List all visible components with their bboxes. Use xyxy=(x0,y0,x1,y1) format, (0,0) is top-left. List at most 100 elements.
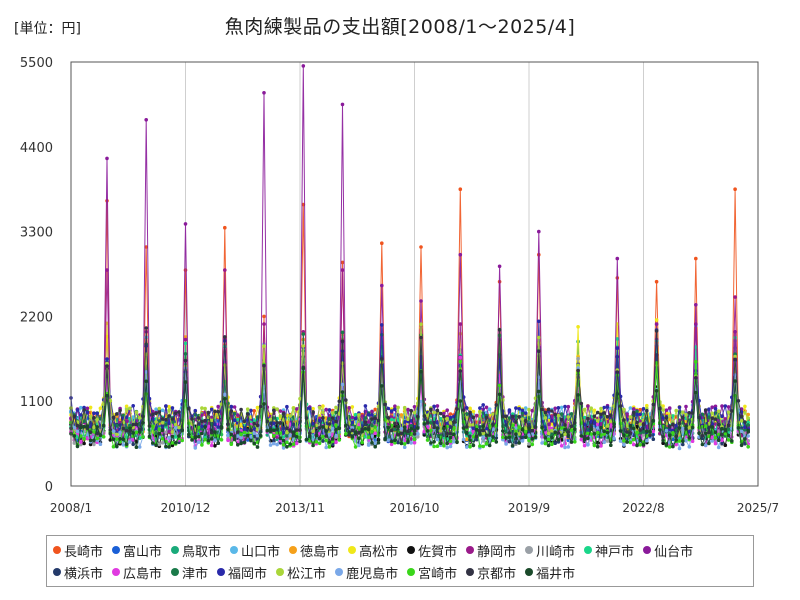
data-point xyxy=(419,335,423,340)
data-point xyxy=(602,440,606,445)
data-point xyxy=(579,434,584,438)
data-point xyxy=(635,412,639,417)
data-point xyxy=(357,430,361,435)
data-point xyxy=(635,443,639,448)
data-point xyxy=(183,222,188,226)
data-point xyxy=(380,241,384,245)
data-point xyxy=(370,413,374,417)
data-point xyxy=(651,429,656,434)
data-point xyxy=(324,429,329,433)
data-point xyxy=(223,268,227,272)
data-point xyxy=(167,421,171,426)
data-point xyxy=(671,444,675,449)
data-point xyxy=(383,402,387,407)
data-point xyxy=(262,322,266,326)
data-point xyxy=(151,441,155,445)
data-point xyxy=(448,431,453,436)
legend-marker xyxy=(53,546,61,554)
data-point xyxy=(681,426,685,431)
data-point xyxy=(281,442,286,447)
data-point xyxy=(285,404,289,409)
data-point xyxy=(92,442,96,447)
data-point xyxy=(144,118,148,122)
data-point xyxy=(350,428,355,433)
data-point xyxy=(615,256,620,261)
data-point xyxy=(334,405,338,410)
data-point xyxy=(586,416,590,421)
data-point xyxy=(556,431,561,435)
data-point xyxy=(448,421,453,425)
data-point xyxy=(452,426,456,431)
data-point xyxy=(452,420,456,424)
data-point xyxy=(487,424,492,428)
data-point xyxy=(252,431,256,435)
data-point xyxy=(645,438,649,443)
data-point xyxy=(713,407,718,411)
data-point xyxy=(327,408,332,412)
data-point xyxy=(291,430,296,434)
legend-marker xyxy=(407,568,416,576)
data-point xyxy=(471,426,476,430)
data-point xyxy=(151,424,155,429)
data-point xyxy=(592,414,597,419)
data-point xyxy=(124,426,129,430)
data-point xyxy=(546,407,551,412)
data-point xyxy=(592,431,597,436)
data-point xyxy=(455,407,459,411)
legend-item: 仙台市 xyxy=(643,539,693,561)
data-point xyxy=(285,440,289,445)
data-point xyxy=(720,414,724,419)
data-point xyxy=(419,299,423,303)
data-point xyxy=(605,405,610,409)
data-point xyxy=(530,442,535,447)
plot-frame xyxy=(70,61,759,487)
data-point xyxy=(262,344,266,348)
data-point xyxy=(520,408,525,413)
data-point xyxy=(360,429,365,434)
data-point xyxy=(448,425,453,429)
data-point xyxy=(134,430,139,435)
data-point xyxy=(209,437,214,441)
data-point xyxy=(635,409,639,414)
data-point xyxy=(687,429,692,434)
data-point xyxy=(609,443,613,448)
data-point xyxy=(684,424,688,429)
data-point xyxy=(733,357,737,362)
data-point xyxy=(249,438,253,443)
data-point xyxy=(311,429,315,434)
data-point xyxy=(105,361,109,366)
data-point xyxy=(681,410,685,415)
data-point xyxy=(82,437,86,441)
data-point xyxy=(167,429,171,434)
data-point xyxy=(177,434,181,438)
data-point xyxy=(576,393,580,397)
data-point xyxy=(128,406,132,411)
data-point xyxy=(497,327,502,332)
data-point xyxy=(507,435,512,440)
data-point xyxy=(340,330,345,335)
data-point xyxy=(733,379,737,383)
data-point xyxy=(272,408,276,413)
data-point xyxy=(115,444,119,449)
legend-item: 山口市 xyxy=(230,539,280,561)
data-point xyxy=(412,440,417,445)
data-point xyxy=(674,423,678,428)
data-point xyxy=(487,407,492,412)
data-point xyxy=(193,408,198,413)
data-point xyxy=(200,413,204,417)
data-point xyxy=(739,429,744,434)
data-point xyxy=(478,420,482,424)
data-point xyxy=(602,405,606,410)
data-point xyxy=(609,419,613,423)
data-point xyxy=(641,407,646,411)
data-point xyxy=(537,229,541,234)
legend-marker xyxy=(112,546,121,554)
data-point xyxy=(164,444,168,449)
data-point xyxy=(474,437,479,442)
data-point xyxy=(720,426,724,431)
x-tick-label: 2022/8 xyxy=(622,501,664,515)
data-point xyxy=(239,436,243,440)
y-tick-label: 0 xyxy=(45,480,53,495)
series-line xyxy=(70,368,749,449)
data-point xyxy=(438,441,443,446)
